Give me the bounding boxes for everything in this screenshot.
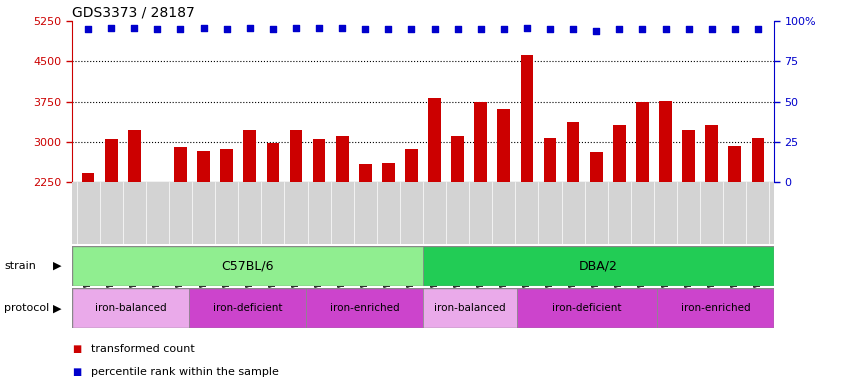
Point <box>613 26 626 32</box>
Point <box>128 25 141 31</box>
Point <box>359 26 372 32</box>
Bar <box>657 288 774 328</box>
Text: protocol: protocol <box>4 303 49 313</box>
Text: ▶: ▶ <box>53 261 62 271</box>
Bar <box>197 151 210 182</box>
Text: iron-enriched: iron-enriched <box>681 303 750 313</box>
Bar <box>72 288 189 328</box>
Point <box>474 26 487 32</box>
Text: DBA/2: DBA/2 <box>580 260 618 272</box>
Text: transformed count: transformed count <box>91 344 195 354</box>
Point <box>566 26 580 32</box>
Bar <box>244 130 256 182</box>
Bar <box>336 136 349 182</box>
Bar <box>613 125 626 182</box>
Text: iron-deficient: iron-deficient <box>552 303 622 313</box>
Point <box>289 25 303 31</box>
Point <box>520 25 534 31</box>
Bar <box>82 173 95 182</box>
Point <box>266 26 280 32</box>
Bar <box>544 138 557 182</box>
Text: iron-deficient: iron-deficient <box>212 303 283 313</box>
Bar <box>189 288 306 328</box>
Text: strain: strain <box>4 261 36 271</box>
Bar <box>289 130 302 182</box>
Point <box>382 26 395 32</box>
Bar <box>174 147 187 182</box>
Text: iron-enriched: iron-enriched <box>330 303 399 313</box>
Point <box>404 26 418 32</box>
Bar <box>706 125 718 182</box>
Bar <box>428 98 441 182</box>
Text: C57BL/6: C57BL/6 <box>221 260 274 272</box>
Point <box>705 26 718 32</box>
Point <box>659 26 673 32</box>
Bar <box>451 136 464 182</box>
Point <box>751 26 765 32</box>
Point <box>220 26 233 32</box>
Bar <box>475 102 487 182</box>
Bar <box>423 246 774 286</box>
Point <box>243 25 256 31</box>
Point <box>543 26 557 32</box>
Text: iron-balanced: iron-balanced <box>434 303 506 313</box>
Bar <box>306 288 423 328</box>
Text: ■: ■ <box>72 367 81 377</box>
Point <box>81 26 95 32</box>
Point <box>635 26 649 32</box>
Bar <box>659 101 672 182</box>
Bar <box>497 109 510 182</box>
Point <box>151 26 164 32</box>
Point <box>451 26 464 32</box>
Text: ▶: ▶ <box>53 303 62 313</box>
Bar <box>590 152 602 182</box>
Bar <box>520 55 533 182</box>
Text: GDS3373 / 28187: GDS3373 / 28187 <box>72 6 195 20</box>
Text: iron-balanced: iron-balanced <box>95 303 166 313</box>
Bar <box>72 246 423 286</box>
Point <box>335 25 349 31</box>
Point <box>590 28 603 34</box>
Bar <box>128 130 140 182</box>
Bar <box>405 149 418 182</box>
Bar <box>220 149 233 182</box>
Point <box>428 26 442 32</box>
Bar <box>517 288 657 328</box>
Bar <box>682 130 695 182</box>
Text: percentile rank within the sample: percentile rank within the sample <box>91 367 278 377</box>
Point <box>173 26 187 32</box>
Bar <box>105 139 118 182</box>
Text: ■: ■ <box>72 344 81 354</box>
Bar <box>636 102 649 182</box>
Point <box>104 25 118 31</box>
Point <box>728 26 742 32</box>
Bar <box>423 288 517 328</box>
Point <box>197 25 211 31</box>
Point <box>497 26 511 32</box>
Bar <box>313 139 326 182</box>
Bar <box>266 143 279 182</box>
Bar <box>382 163 395 182</box>
Bar <box>751 138 764 182</box>
Point <box>312 25 326 31</box>
Point <box>682 26 695 32</box>
Bar <box>359 164 371 182</box>
Bar <box>728 146 741 182</box>
Bar <box>567 122 580 182</box>
